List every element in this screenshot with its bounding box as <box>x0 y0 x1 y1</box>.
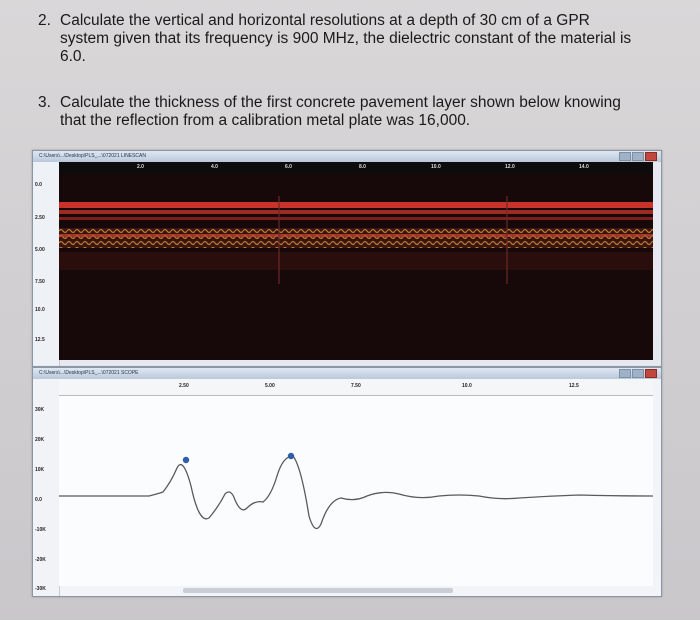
question-number: 3. <box>38 94 51 111</box>
x-tick-label: 5.00 <box>265 383 275 389</box>
close-icon[interactable] <box>645 152 657 161</box>
x-tick-label: 4.0 <box>211 164 218 170</box>
maximize-icon[interactable] <box>632 369 644 378</box>
question-line: that the reflection from a calibration m… <box>60 112 471 129</box>
y-tick-label: -20K <box>35 557 46 563</box>
bscan-distance-ruler: 2.0 4.0 6.0 8.0 10.0 12.0 14.0 <box>59 162 653 174</box>
x-tick-label: 7.50 <box>351 383 361 389</box>
minimize-icon[interactable] <box>619 369 631 378</box>
x-tick-label: 8.0 <box>359 164 366 170</box>
bscan-depth-ruler: 0.0 2.50 5.00 7.50 10.0 12.5 <box>33 162 60 366</box>
y-tick-label: 7.50 <box>35 279 45 285</box>
ascan-trace <box>59 455 653 530</box>
question-line: Calculate the vertical and horizontal re… <box>60 12 590 29</box>
window-controls <box>618 369 657 378</box>
y-tick-label: -30K <box>35 586 46 592</box>
question-number: 2. <box>38 12 51 29</box>
window-title: C:\Users\...\Desktop\PLS_...\072021 SCOP… <box>39 370 139 376</box>
layer-interface-band <box>59 228 653 248</box>
surface-reflection-band <box>59 202 653 208</box>
ascan-amplitude-ruler: 30K 20K 10K 0.0 -10K -20K -30K <box>33 379 60 596</box>
x-tick-label: 2.50 <box>179 383 189 389</box>
question-3: 3. Calculate the thickness of the first … <box>38 94 678 130</box>
marker-point[interactable] <box>287 452 295 460</box>
y-tick-label: 10K <box>35 467 45 473</box>
y-tick-label: 20K <box>35 437 45 443</box>
x-tick-label: 10.0 <box>431 164 441 170</box>
question-text: Calculate the vertical and horizontal re… <box>60 12 678 66</box>
horizontal-scrollbar[interactable] <box>183 588 453 593</box>
x-tick-label: 10.0 <box>462 383 472 389</box>
question-2: 2. Calculate the vertical and horizontal… <box>38 12 678 66</box>
x-tick-label: 6.0 <box>285 164 292 170</box>
y-tick-label: 30K <box>35 407 45 413</box>
y-tick-label: 10.0 <box>35 307 45 313</box>
ascan-titlebar[interactable]: C:\Users\...\Desktop\PLS_...\072021 SCOP… <box>33 368 661 379</box>
bscan-titlebar[interactable]: C:\Users\...\Desktop\PLS_...\072021 LINE… <box>33 151 661 162</box>
y-tick-label: 2.50 <box>35 215 45 221</box>
question-line: 6.0. <box>60 48 86 65</box>
bscan-radargram <box>59 174 653 360</box>
close-icon[interactable] <box>645 369 657 378</box>
question-line: Calculate the thickness of the first con… <box>60 94 621 111</box>
maximize-icon[interactable] <box>632 152 644 161</box>
ascan-time-ruler: 2.50 5.00 7.50 10.0 12.5 <box>59 379 653 396</box>
x-tick-label: 12.0 <box>505 164 515 170</box>
window-title: C:\Users\...\Desktop\PLS_...\072021 LINE… <box>39 153 146 159</box>
ascan-waveform-plot <box>59 396 653 586</box>
y-tick-label: 5.00 <box>35 247 45 253</box>
y-tick-label: 12.5 <box>35 337 45 343</box>
x-tick-label: 14.0 <box>579 164 589 170</box>
minimize-icon[interactable] <box>619 152 631 161</box>
y-tick-label: 0.0 <box>35 182 42 188</box>
x-tick-label: 2.0 <box>137 164 144 170</box>
y-tick-label: 0.0 <box>35 497 42 503</box>
question-text: Calculate the thickness of the first con… <box>60 94 678 130</box>
y-tick-label: -10K <box>35 527 46 533</box>
x-tick-label: 12.5 <box>569 383 579 389</box>
bscan-window: C:\Users\...\Desktop\PLS_...\072021 LINE… <box>32 150 662 367</box>
ascan-window: C:\Users\...\Desktop\PLS_...\072021 SCOP… <box>32 367 662 597</box>
window-controls <box>618 152 657 161</box>
marker-point[interactable] <box>182 456 190 464</box>
question-line: system given that its frequency is 900 M… <box>60 30 632 47</box>
